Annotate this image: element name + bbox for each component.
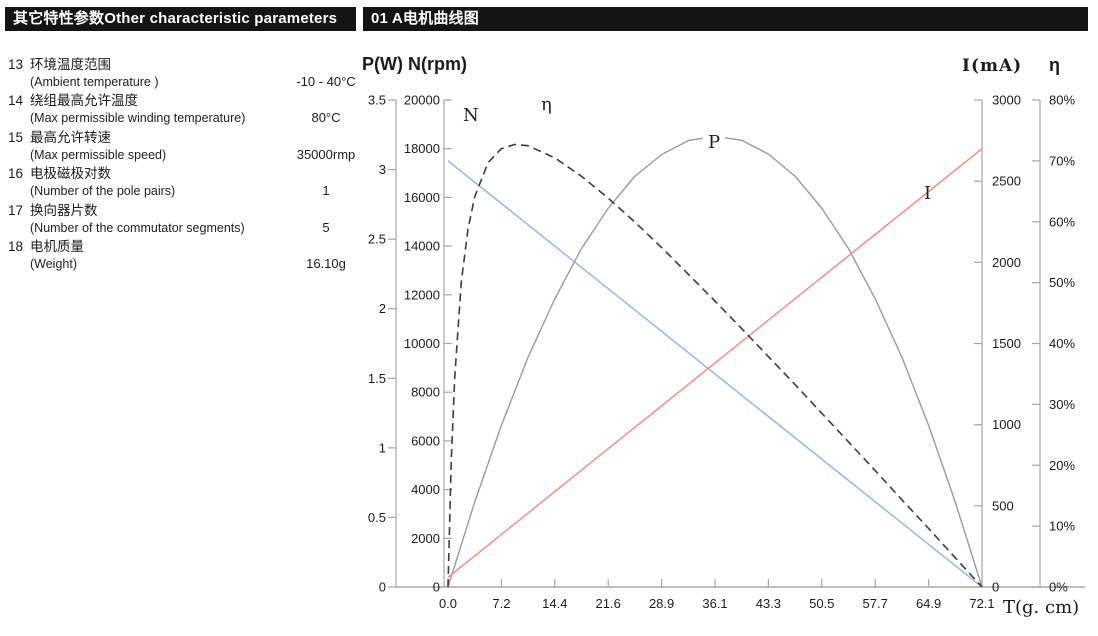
parameter-name-cn: 18 电机质量 bbox=[8, 238, 360, 256]
section-banner-curve-chart: 01 A电机曲线图 bbox=[363, 7, 1088, 31]
i-axis-tick-label: 2000 bbox=[992, 255, 1021, 270]
x-axis-tick-label: 50.5 bbox=[809, 596, 834, 611]
eta-axis-tick-label: 0% bbox=[1049, 580, 1068, 595]
eta-axis-tick-label: 80% bbox=[1049, 93, 1075, 108]
i-axis-tick-label: 0 bbox=[992, 580, 999, 595]
parameter-number: 18 bbox=[8, 239, 24, 254]
parameter-label-en: (Weight) bbox=[30, 257, 78, 271]
parameter-value: 80°C bbox=[311, 110, 341, 126]
parameter-value: 35000rmp bbox=[296, 146, 356, 162]
parameter-name-cn: 15 最高允许转速 bbox=[8, 129, 360, 147]
p-axis-tick-label: 2.5 bbox=[368, 232, 386, 247]
eta-axis-tick-label: 60% bbox=[1049, 214, 1075, 229]
i-axis-tick-label: 3000 bbox=[992, 93, 1021, 108]
p-axis-tick-label: 0 bbox=[379, 580, 386, 595]
x-axis-tick-label: 57.7 bbox=[863, 596, 888, 611]
parameter-row: 16 电极磁极对数 (Number of the pole pairs) 1 bbox=[8, 165, 360, 200]
curve-label-rpm: N bbox=[463, 105, 479, 126]
parameter-value: 1 bbox=[322, 183, 330, 199]
curve-label-mA: I bbox=[924, 183, 932, 204]
curve-% bbox=[447, 143, 983, 588]
x-axis-tick-label: 64.9 bbox=[916, 596, 941, 611]
p-axis-tick-label: 1.5 bbox=[368, 371, 386, 386]
p-axis-tick-label: 3.5 bbox=[368, 93, 386, 108]
parameter-value: -10 - 40°C bbox=[296, 74, 356, 89]
i-axis-tick-label: 2500 bbox=[992, 174, 1021, 189]
left-axis-title: P(W) N(rpm) bbox=[362, 54, 467, 74]
parameter-label-cn: 电极磁极对数 bbox=[30, 166, 111, 182]
parameter-row: 15 最高允许转速 (Max permissible speed) 35000rmp bbox=[8, 129, 360, 164]
n-axis-tick-label: 14000 bbox=[404, 239, 440, 254]
parameter-label-en: (Number of the commutator segments) bbox=[30, 220, 245, 235]
parameter-label-cn: 电机质量 bbox=[30, 239, 84, 254]
parameter-name-cn: 13 环境温度范围 bbox=[8, 56, 360, 74]
i-axis-tick-label: 500 bbox=[992, 498, 1014, 513]
x-axis-tick-label: 14.4 bbox=[542, 596, 567, 611]
n-axis-tick-label: 8000 bbox=[411, 385, 440, 400]
i-axis-tick-label: 1000 bbox=[992, 417, 1021, 432]
section-banner-other-parameters: 其它特性参数Other characteristic parameters bbox=[5, 7, 356, 31]
n-axis-tick-label: 0 bbox=[433, 580, 440, 595]
curve-label-W: P bbox=[703, 133, 726, 153]
x-axis-tick-label: 36.1 bbox=[702, 596, 727, 611]
parameter-name-cn: 17 换向器片数 bbox=[8, 202, 360, 220]
parameter-label-cn: 最高允许转速 bbox=[30, 129, 111, 145]
current-axis-title: I(mA) bbox=[962, 56, 1023, 76]
parameter-label-cn: 环境温度范围 bbox=[30, 57, 111, 72]
parameter-label-en: (Ambient temperature ) bbox=[30, 75, 159, 89]
p-axis-tick-label: 0.5 bbox=[368, 510, 386, 525]
n-axis-tick-label: 18000 bbox=[404, 141, 440, 156]
curve-W bbox=[447, 135, 983, 588]
parameter-label-en: (Number of the pole pairs) bbox=[30, 184, 176, 199]
parameter-number: 17 bbox=[8, 202, 24, 218]
p-axis-tick-label: 1 bbox=[379, 440, 386, 455]
parameter-label-en: (Max permissible speed) bbox=[30, 147, 167, 162]
x-axis-tick-label: 72.1 bbox=[969, 596, 994, 611]
n-axis-tick-label: 16000 bbox=[404, 190, 440, 205]
parameter-row: 18 电机质量 (Weight) 16.10g bbox=[8, 238, 360, 273]
parameter-value: 5 bbox=[322, 219, 330, 235]
x-axis-tick-label: 21.6 bbox=[596, 596, 621, 611]
n-axis-tick-label: 2000 bbox=[411, 531, 440, 546]
x-axis-tick-label: 0.0 bbox=[439, 596, 457, 611]
eta-axis-tick-label: 20% bbox=[1049, 458, 1075, 473]
p-axis-tick-label: 2 bbox=[379, 301, 386, 316]
p-axis-tick-label: 3 bbox=[379, 162, 386, 177]
parameter-number: 16 bbox=[8, 166, 24, 182]
n-axis-tick-label: 6000 bbox=[411, 433, 440, 448]
parameter-label-cn: 绕组最高允许温度 bbox=[30, 93, 138, 109]
parameter-number: 13 bbox=[8, 57, 24, 72]
x-axis-tick-label: 7.2 bbox=[492, 596, 510, 611]
n-axis-tick-label: 4000 bbox=[411, 482, 440, 497]
eta-axis-tick-label: 40% bbox=[1049, 336, 1075, 351]
parameter-number: 15 bbox=[8, 129, 24, 145]
eta-axis-tick-label: 70% bbox=[1049, 153, 1075, 168]
parameter-number: 14 bbox=[8, 93, 24, 109]
x-axis-tick-label: 28.9 bbox=[649, 596, 674, 611]
parameter-label-cn: 换向器片数 bbox=[30, 202, 98, 218]
parameter-row: 14 绕组最高允许温度 (Max permissible winding tempe… bbox=[8, 92, 360, 127]
eta-axis-tick-label: 50% bbox=[1049, 275, 1075, 290]
n-axis-tick-label: 12000 bbox=[404, 287, 440, 302]
x-axis-tick-label: 43.3 bbox=[756, 596, 781, 611]
eta-axis-tick-label: 10% bbox=[1049, 519, 1075, 534]
curve-rpm bbox=[447, 160, 983, 588]
parameter-name-cn: 16 电极磁极对数 bbox=[8, 165, 360, 183]
parameter-row: 17 换向器片数 (Number of the commutator segment… bbox=[8, 202, 360, 237]
parameter-name-cn: 14 绕组最高允许温度 bbox=[8, 92, 360, 110]
efficiency-axis-title: η bbox=[1049, 55, 1060, 75]
x-axis-title: T(g. cm) bbox=[1003, 597, 1080, 618]
curve-label-%: η bbox=[541, 94, 552, 115]
parameter-value: 16.10g bbox=[306, 256, 346, 271]
i-axis-tick-label: 1500 bbox=[992, 336, 1021, 351]
eta-axis-tick-label: 30% bbox=[1049, 397, 1075, 412]
n-axis-tick-label: 20000 bbox=[404, 93, 440, 108]
parameter-label-en: (Max permissible winding temperature) bbox=[30, 111, 246, 126]
parameter-row: 13 环境温度范围 (Ambient temperature ) -10 - 40°C bbox=[8, 56, 360, 91]
curve-mA bbox=[447, 148, 983, 578]
n-axis-tick-label: 10000 bbox=[404, 336, 440, 351]
